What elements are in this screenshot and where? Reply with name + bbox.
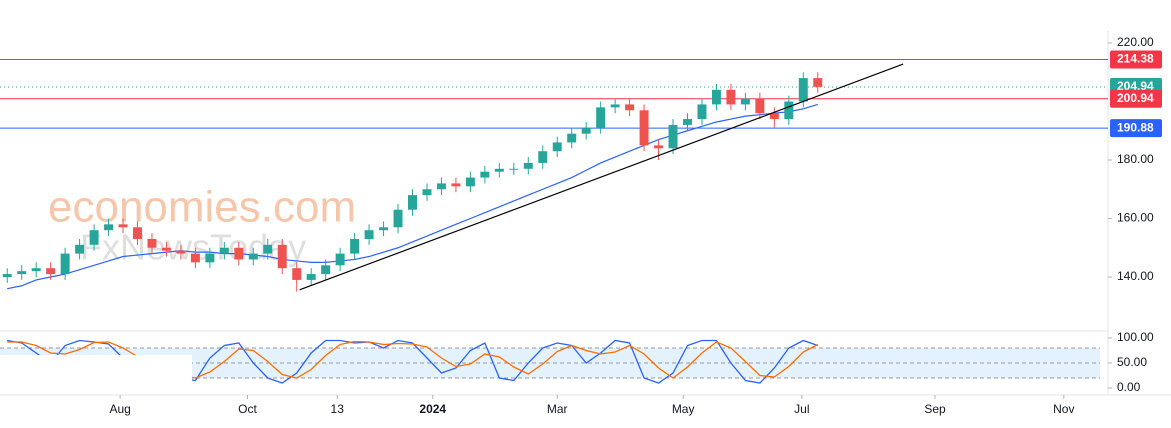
candle-body [335, 253, 345, 266]
candle-body [683, 119, 692, 125]
candle-body [219, 247, 229, 254]
candle-body [509, 168, 519, 170]
candle-body [75, 244, 85, 254]
candle-body [523, 162, 533, 169]
candle-body [552, 142, 562, 152]
candle-body [161, 247, 171, 251]
candle-body [248, 253, 258, 260]
trendline [299, 63, 904, 291]
candle-body [147, 238, 157, 248]
candle-body [118, 224, 128, 228]
candle-body [784, 101, 794, 120]
candle-body [205, 253, 215, 263]
y-tick-label: 160.00 [1117, 211, 1154, 225]
x-tick-label: Aug [109, 402, 130, 416]
candle-body [581, 127, 591, 134]
candle-body [639, 110, 649, 146]
level-label-box [1110, 50, 1162, 69]
candle-body [494, 168, 504, 172]
x-tick-label: Sep [924, 402, 946, 416]
level-label-box [1110, 119, 1162, 138]
level-label-box [1110, 89, 1162, 108]
candle-body [798, 78, 808, 102]
candle-body [133, 227, 142, 239]
x-tick-label: 2024 [419, 402, 446, 416]
candle-body [2, 274, 12, 277]
x-tick-label: Oct [238, 402, 257, 416]
y-tick-label: 140.00 [1117, 269, 1154, 283]
x-tick-label: 13 [331, 402, 345, 416]
candle-body [263, 244, 273, 254]
y-tick-label: 0.00 [1117, 380, 1141, 394]
watermark-text: economies.com [48, 183, 356, 232]
candle-body [89, 230, 99, 245]
level-label: 214.38 [1117, 52, 1154, 66]
candle-body [234, 247, 244, 260]
candle-body [379, 227, 389, 231]
candle-body [408, 195, 417, 210]
moving-average [7, 103, 818, 290]
candle-body [31, 268, 41, 272]
watermark: economies.com FxNewsToday [48, 183, 356, 268]
candle-body [697, 104, 707, 120]
candle-body [46, 268, 56, 275]
x-tick-label: Jul [794, 402, 809, 416]
candle-body [465, 177, 475, 187]
candle-body [176, 250, 186, 254]
candle-body [350, 238, 360, 254]
x-tick-label: Mar [547, 402, 568, 416]
candle-body [60, 253, 70, 275]
candle-body [451, 183, 461, 187]
candle-body [190, 253, 200, 263]
candle-body [567, 133, 577, 143]
candle-body [321, 265, 331, 275]
candle-body [726, 89, 736, 105]
candle-body [755, 98, 765, 114]
candle-body [625, 104, 635, 111]
y-tick-label: 220.00 [1117, 35, 1154, 49]
level-label: 190.88 [1117, 120, 1154, 134]
candle-body [17, 271, 27, 275]
y-tick-label: 100.00 [1117, 330, 1154, 344]
candle-body [654, 145, 664, 149]
candle-body [436, 183, 446, 190]
level-label: 200.94 [1117, 91, 1154, 105]
candle-body [306, 274, 316, 280]
y-tick-label: 50.00 [1117, 355, 1147, 369]
candle-body [277, 244, 287, 269]
x-tick-label: Nov [1053, 402, 1074, 416]
candle-body [422, 189, 432, 196]
overlay-box [0, 355, 192, 385]
candle-body [292, 268, 302, 280]
candle-body [104, 224, 114, 231]
candle-body [596, 107, 606, 128]
candle-body [769, 113, 779, 120]
x-tick-label: May [672, 402, 695, 416]
candle-body [668, 124, 678, 149]
level-label: 204.94 [1117, 79, 1154, 93]
candle-body [813, 78, 823, 87]
candle-body [538, 151, 548, 163]
candle-body [610, 104, 620, 108]
candle-body [711, 89, 721, 105]
candle-body [480, 171, 490, 178]
candle-body [393, 209, 403, 228]
candle-body [364, 230, 374, 239]
candle-body [740, 98, 750, 105]
y-tick-label: 180.00 [1117, 152, 1154, 166]
